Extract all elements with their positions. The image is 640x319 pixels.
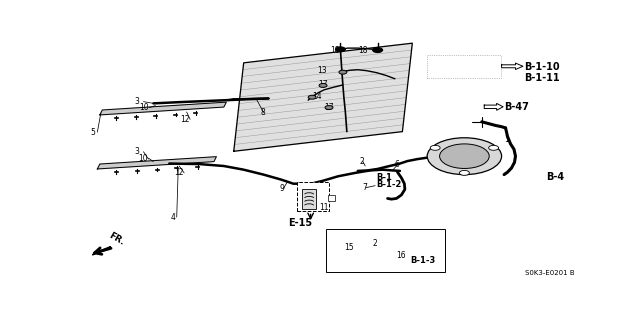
Text: S0K3-E0201 B: S0K3-E0201 B	[525, 270, 575, 276]
Text: 3: 3	[134, 147, 140, 156]
Text: 17: 17	[324, 103, 334, 112]
Text: 4: 4	[171, 212, 176, 222]
Text: FR.: FR.	[108, 231, 126, 247]
Text: 12: 12	[180, 115, 190, 124]
Text: 10: 10	[140, 103, 149, 112]
Polygon shape	[234, 43, 412, 151]
Circle shape	[325, 106, 333, 109]
Text: B-1: B-1	[376, 173, 392, 182]
Text: 3: 3	[134, 97, 140, 106]
Text: 6: 6	[394, 160, 399, 169]
Text: 10: 10	[139, 154, 148, 163]
Text: 2: 2	[372, 239, 377, 248]
Circle shape	[372, 48, 383, 53]
Text: 9: 9	[280, 184, 285, 193]
Text: 12: 12	[175, 168, 184, 177]
Text: B-47: B-47	[504, 102, 529, 112]
Polygon shape	[502, 63, 523, 70]
Text: 17: 17	[318, 80, 328, 89]
Text: B-1-3: B-1-3	[410, 256, 435, 265]
Bar	[428, 56, 500, 78]
Circle shape	[460, 170, 469, 175]
Text: 1: 1	[504, 135, 509, 144]
Circle shape	[339, 70, 347, 74]
Text: B-4: B-4	[547, 172, 564, 182]
Polygon shape	[100, 102, 227, 115]
Text: B-1-10: B-1-10	[524, 62, 559, 71]
Text: 18: 18	[358, 46, 367, 55]
Bar	[302, 189, 316, 209]
Bar	[297, 182, 330, 211]
Text: 2: 2	[359, 157, 364, 166]
Polygon shape	[97, 157, 216, 169]
Circle shape	[440, 144, 489, 168]
Bar	[328, 195, 335, 201]
Circle shape	[430, 145, 440, 150]
Polygon shape	[484, 103, 503, 110]
Circle shape	[335, 47, 346, 52]
Circle shape	[428, 138, 502, 174]
Text: 5: 5	[90, 128, 95, 137]
Text: E-15: E-15	[288, 218, 312, 228]
Text: 15: 15	[344, 243, 354, 252]
Circle shape	[308, 95, 316, 99]
Text: B-1-2: B-1-2	[376, 180, 402, 189]
Text: 18: 18	[331, 46, 340, 55]
Text: 7: 7	[363, 183, 367, 192]
Text: 13: 13	[317, 66, 326, 75]
Circle shape	[319, 84, 327, 87]
Circle shape	[489, 145, 499, 150]
Text: 14: 14	[312, 92, 322, 101]
Text: B-1-11: B-1-11	[524, 73, 559, 83]
Text: 16: 16	[396, 251, 406, 260]
Text: 11: 11	[319, 203, 329, 212]
Text: 8: 8	[260, 108, 265, 117]
Bar	[326, 229, 445, 272]
Polygon shape	[92, 247, 111, 255]
